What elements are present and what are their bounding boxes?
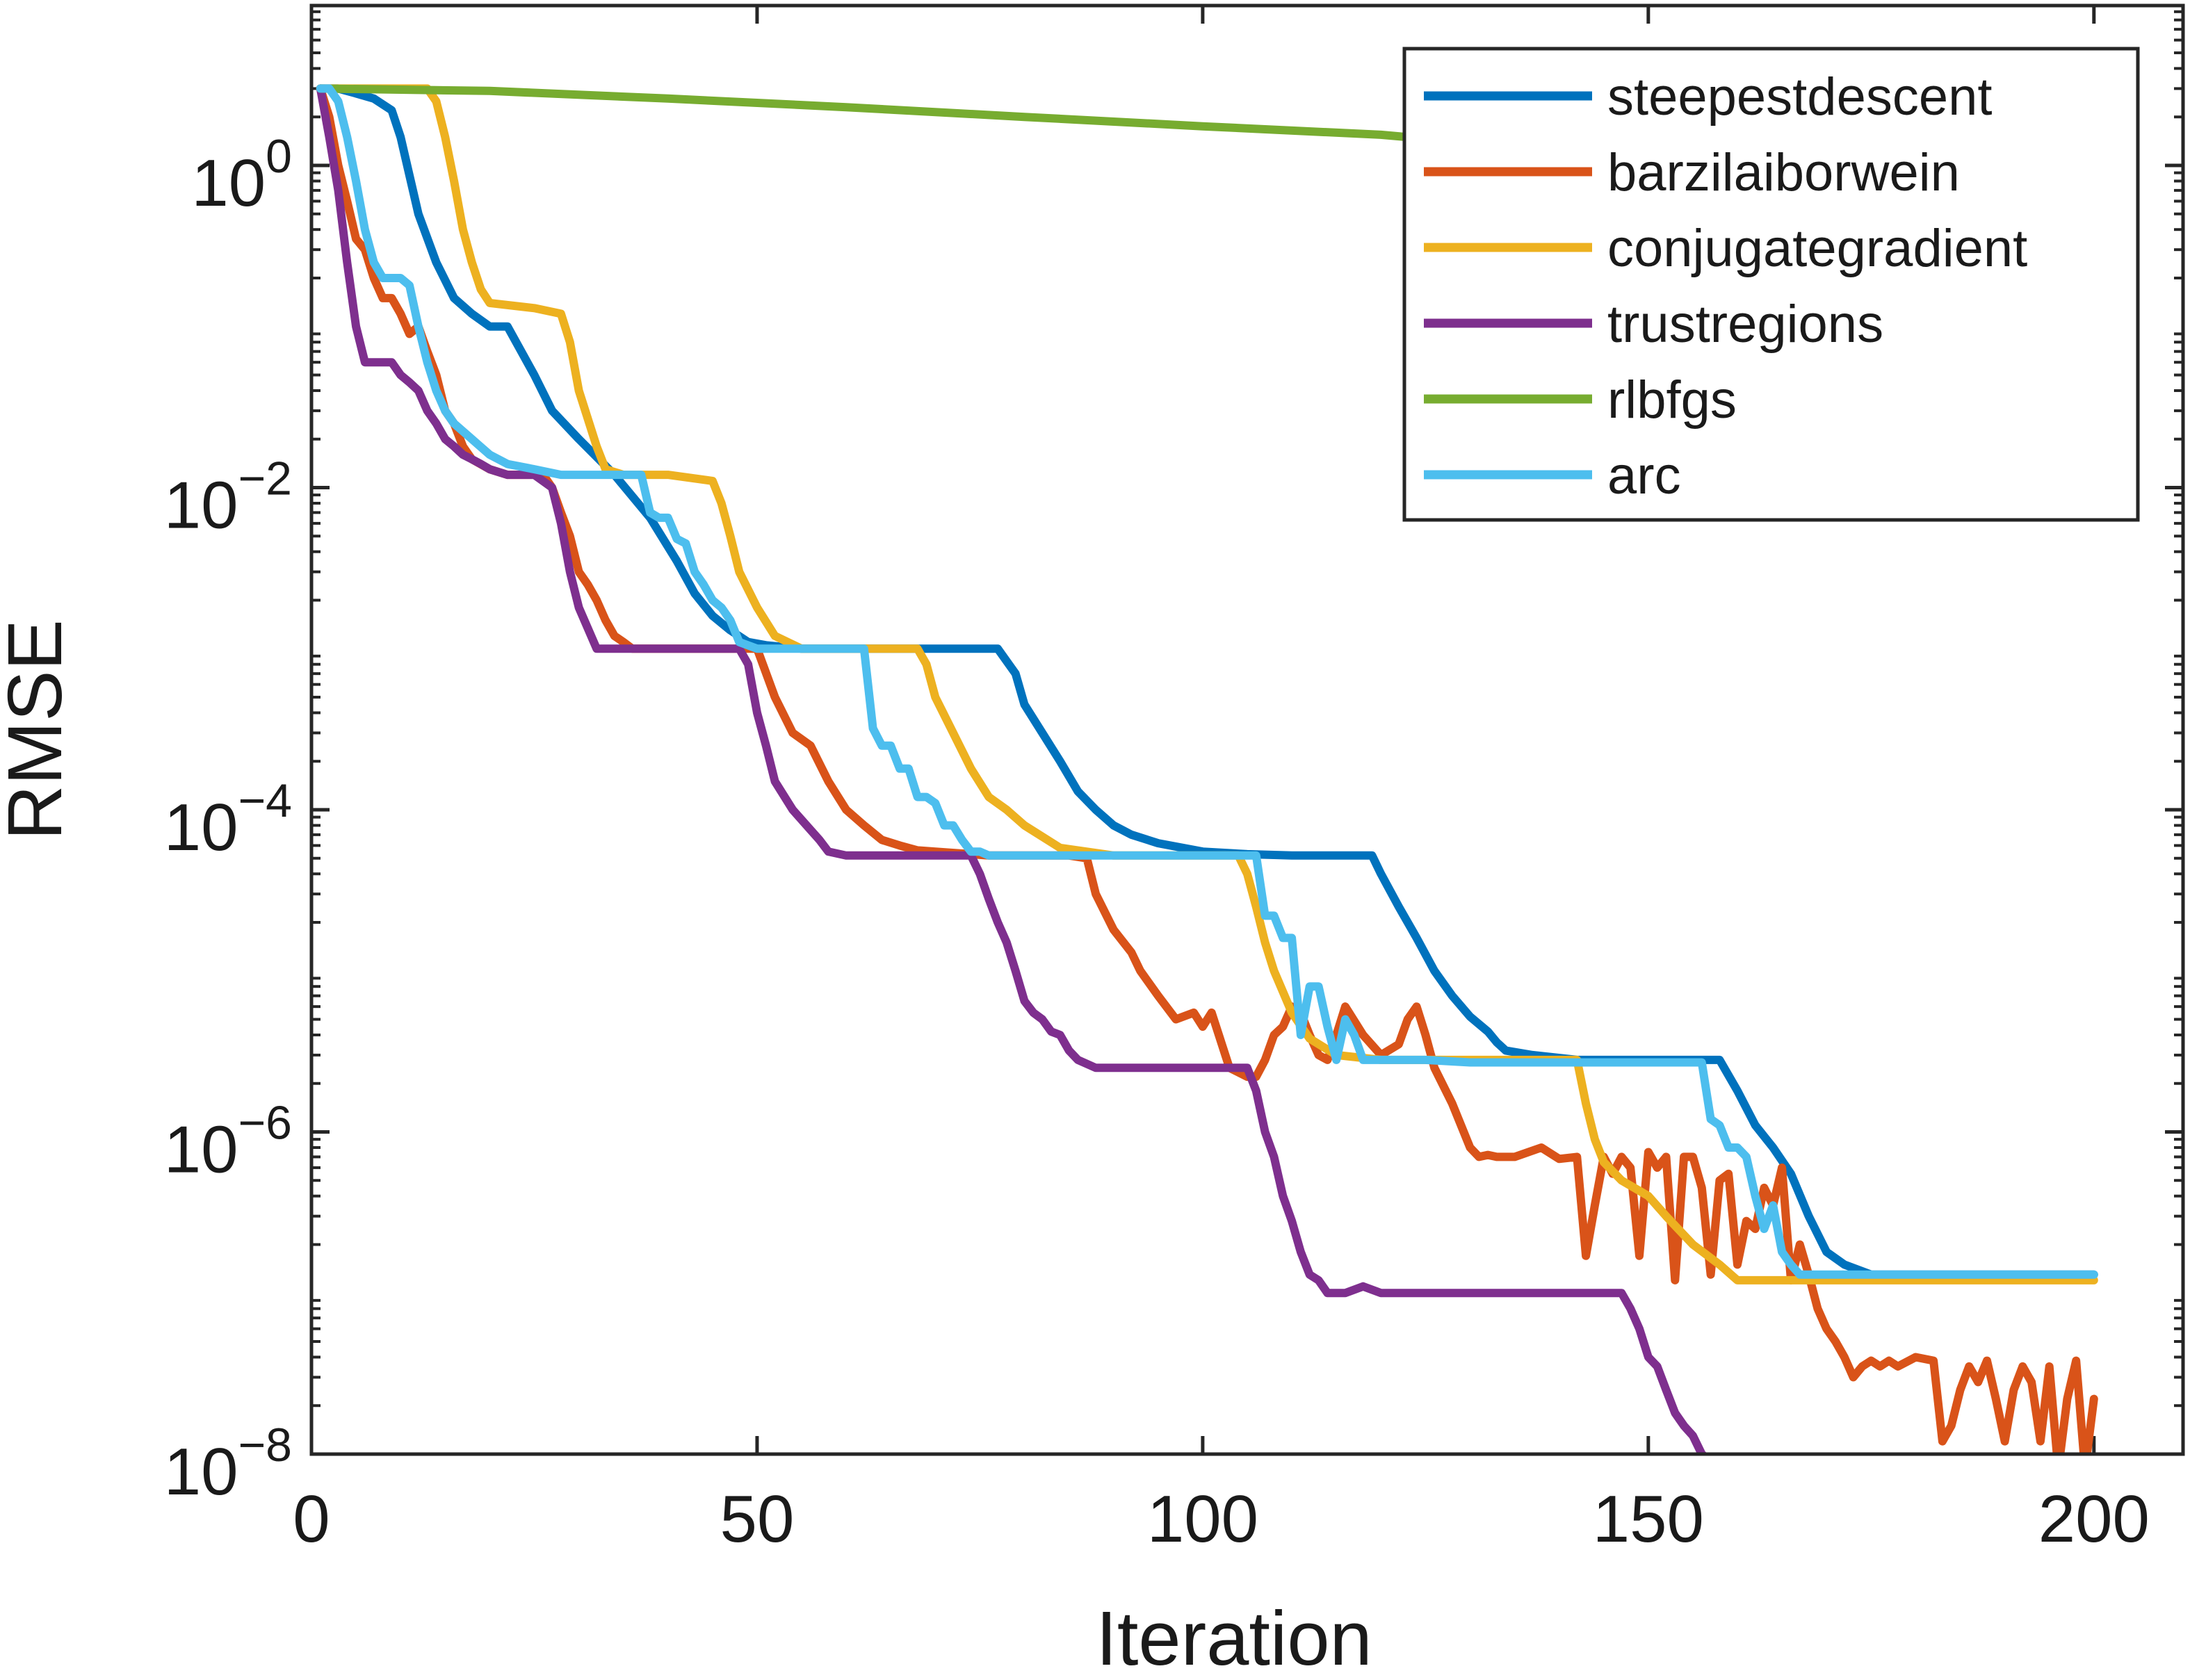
legend-box [1402, 47, 2140, 522]
legend-label-trustregions: trustregions [1607, 295, 1883, 354]
y-tick-label: 10−8 [164, 1419, 292, 1509]
series-lines [316, 84, 2098, 1454]
y-tick-label: 10−4 [164, 774, 292, 865]
series-line-barzilaiborwein [316, 84, 2098, 1454]
y-tick-base: 10 [164, 790, 238, 865]
x-tick-label: 100 [1147, 1482, 1258, 1556]
series-line-rlbfgs [316, 84, 1439, 144]
legend-items: steepestdescent barzilaiborwein conjugateg… [1424, 67, 2027, 505]
y-tick-base: 10 [164, 1113, 238, 1187]
y-tick-base: 10 [191, 146, 266, 220]
y-tick-base: 10 [164, 1435, 238, 1509]
y-axis-title: RMSE [0, 619, 78, 840]
plot-frame [309, 3, 2185, 1456]
y-tick-base: 10 [164, 468, 238, 543]
y-tick-label: 10−6 [164, 1097, 292, 1187]
y-tick-exponent: −2 [238, 452, 292, 505]
legend: steepestdescent barzilaiborwein conjugateg… [1402, 47, 2140, 522]
x-tick-label: 200 [2038, 1482, 2150, 1556]
y-tick-exponent: −8 [238, 1419, 292, 1471]
series-line-steepestdescent [316, 84, 2098, 1279]
x-tick-labels: 0 50 100 150 200 [293, 1482, 2150, 1556]
y-tick-exponent: −4 [238, 774, 292, 827]
legend-label-conjugategradient: conjugategradient [1607, 219, 2027, 278]
y-tick-exponent: −6 [238, 1097, 292, 1150]
y-tick-label: 100 [191, 130, 292, 220]
legend-label-steepestdescent: steepestdescent [1607, 67, 1993, 127]
x-tick-label: 50 [720, 1482, 795, 1556]
legend-label-arc: arc [1607, 446, 1681, 505]
y-tick-label: 10−2 [164, 452, 292, 543]
plot-area [316, 84, 2098, 1454]
legend-label-rlbfgs: rlbfgs [1607, 370, 1737, 430]
legend-label-barzilaiborwein: barzilaiborwein [1607, 143, 1960, 202]
x-tick-label: 150 [1593, 1482, 1704, 1556]
series-line-conjugategradient [316, 84, 2098, 1285]
series-line-arc [316, 84, 2098, 1279]
x-axis-title: Iteration [1096, 1596, 1372, 1680]
x-tick-label: 0 [293, 1482, 330, 1556]
y-tick-exponent: 0 [266, 130, 292, 183]
